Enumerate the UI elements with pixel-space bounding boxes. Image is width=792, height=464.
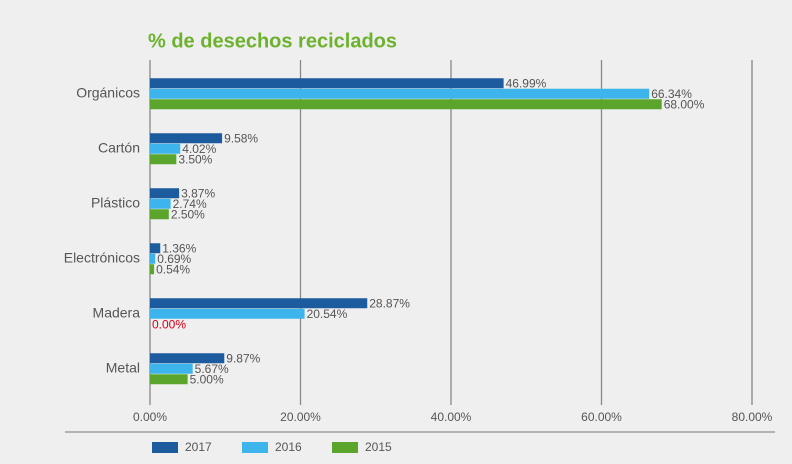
y-tick-label: Plástico [91,195,140,211]
x-tick-label: 60.00% [581,410,622,424]
data-label: 66.34% [651,87,692,101]
x-tick-label: 20.00% [280,410,321,424]
bar [150,353,225,364]
x-tick-label: 80.00% [732,410,773,424]
bar [150,143,181,154]
data-label: 4.02% [182,142,216,156]
data-label: 5.00% [190,373,224,387]
data-label: 20.54% [307,307,348,321]
bar [150,298,368,309]
data-label: 2.74% [173,197,207,211]
bar [150,88,650,99]
data-label: 9.87% [226,352,260,366]
data-label: 1.36% [162,242,196,256]
data-label: 28.87% [369,297,410,311]
bar [150,264,155,275]
y-tick-label: Metal [106,360,140,376]
data-label: 0.00% [152,318,186,332]
bar [150,78,504,89]
data-label: 46.99% [506,77,547,91]
bar [150,198,171,209]
data-label: 0.69% [157,252,191,266]
chart-title: % de desechos reciclados [148,30,397,52]
legend-swatch [242,442,268,453]
y-tick-label: Madera [93,305,141,321]
bar [150,99,662,110]
bar [150,253,156,264]
data-label: 3.50% [178,153,212,167]
legend-swatch [152,442,178,453]
bar [150,374,188,385]
data-label: 2.50% [171,208,205,222]
data-label: 9.58% [224,132,258,146]
x-tick-label: 40.00% [431,410,472,424]
x-tick-label: 0.00% [133,410,167,424]
data-label: 5.67% [195,362,229,376]
bar [150,188,180,199]
y-tick-label: Orgánicos [76,85,140,101]
bar [150,243,161,254]
bar [150,133,223,144]
y-tick-label: Cartón [98,140,140,156]
bar [150,209,169,220]
y-tick-label: Electrónicos [64,250,140,266]
legend-label: 2017 [185,440,212,454]
bar [150,363,193,374]
data-label: 68.00% [664,98,705,112]
legend-swatch [332,442,358,453]
legend-label: 2016 [275,440,302,454]
data-label: 0.54% [156,263,190,277]
legend-label: 2015 [365,440,392,454]
bar [150,308,305,319]
bar [150,154,177,165]
data-label: 3.87% [181,187,215,201]
